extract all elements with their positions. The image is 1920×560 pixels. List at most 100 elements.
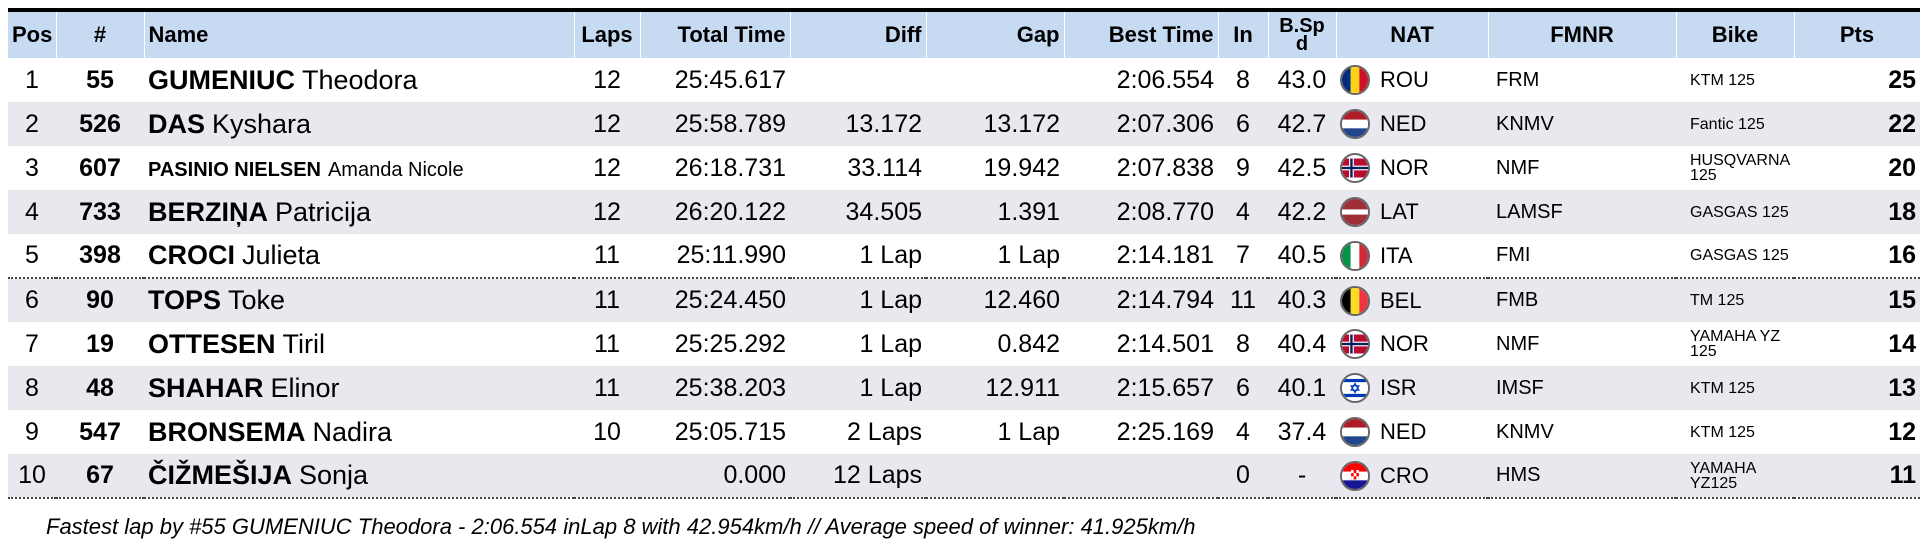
cell-fmnr: KNMV <box>1496 112 1554 135</box>
rider-first-name: Amanda Nicole <box>327 158 464 181</box>
header-row: Pos # Name Laps Total Time Diff Gap Best… <box>8 10 1920 58</box>
cell-best-speed: 37.4 <box>1277 417 1327 446</box>
header-in: In <box>1218 10 1269 58</box>
cell-best-time: 2:25.169 <box>1116 417 1214 446</box>
cell-pos: 8 <box>25 373 39 402</box>
header-pts: Pts <box>1794 10 1920 58</box>
cell-bike: GASGAS 125 <box>1690 247 1789 264</box>
rider-first-name: Sonja <box>298 460 369 490</box>
cell-in: 11 <box>1218 277 1268 322</box>
rider-first-name: Kyshara <box>211 108 312 139</box>
table-row: 6 90 TOPS Toke 11 25:24.450 1 Lap 12.460… <box>8 277 1920 322</box>
cell-fmnr: LAMSF <box>1496 200 1563 223</box>
cell-total-time: 25:05.715 <box>674 417 786 446</box>
rider-first-name: Patricija <box>274 196 371 227</box>
nor-flag-icon <box>1340 153 1370 183</box>
header-best-speed: B.Sp d <box>1268 10 1337 58</box>
cell-total-time: 26:20.122 <box>674 197 786 226</box>
cro-flag-icon <box>1340 460 1370 491</box>
cell-nat: LAT <box>1336 190 1488 234</box>
cell-number: 19 <box>86 329 114 358</box>
cell-fmnr: HMS <box>1488 454 1676 499</box>
cell-best-speed: 42.5 <box>1277 153 1327 182</box>
cell-total-time: 25:24.450 <box>640 277 790 322</box>
cell-in: 8 <box>1236 65 1250 94</box>
cell-nat: NED <box>1336 102 1488 146</box>
cell-bike: YAMAHA YZ125 <box>1676 454 1794 499</box>
cell-number: 526 <box>79 109 121 138</box>
cell-pts: 20 <box>1888 153 1916 182</box>
header-best-time: Best Time <box>1064 10 1219 58</box>
rider-first-name: Elinor <box>270 372 340 403</box>
rider-first-name: Toke <box>227 285 286 315</box>
cell-total-time: 0.000 <box>640 454 790 499</box>
table-row: 2 526 DAS Kyshara 12 25:58.789 13.172 13… <box>8 102 1920 146</box>
cell-nat: ITA <box>1336 234 1488 278</box>
cell-best-speed: - <box>1268 454 1336 499</box>
cell-best-speed: 42.7 <box>1277 109 1327 138</box>
cell-best-time: 2:08.770 <box>1116 197 1214 226</box>
cell-best-speed: 40.4 <box>1277 329 1327 358</box>
cell-bike: Fantic 125 <box>1690 115 1765 133</box>
cell-fmnr: FMI <box>1496 244 1531 266</box>
cell-gap: 12.911 <box>985 373 1060 402</box>
cell-in: 0 <box>1218 454 1268 499</box>
cell-gap: 12.460 <box>926 277 1064 322</box>
cell-number: 67 <box>56 454 144 499</box>
rider-first-name: Julieta <box>241 240 320 270</box>
cell-best-time: 2:15.657 <box>1116 373 1214 402</box>
cell-name: BRONSEMA Nadira <box>144 410 574 454</box>
cell-total-time: 25:58.789 <box>674 109 786 138</box>
cell-best-time <box>1064 454 1218 499</box>
rider-last-name: DAS <box>148 108 206 139</box>
cell-diff: 34.505 <box>845 197 922 226</box>
cell-total-time: 25:11.990 <box>676 241 786 269</box>
cell-best-time: 2:07.306 <box>1116 109 1214 138</box>
rider-last-name: OTTESEN <box>148 328 276 359</box>
cell-laps: 12 <box>593 109 621 138</box>
table-header: Pos # Name Laps Total Time Diff Gap Best… <box>8 10 1920 58</box>
cell-name: CROCI Julieta <box>144 234 574 278</box>
cell-nat: ISR <box>1336 366 1488 410</box>
cell-name: PASINIO NIELSEN Amanda Nicole <box>144 146 574 190</box>
cell-in: 6 <box>1236 109 1250 138</box>
cell-diff: 33.114 <box>847 153 922 182</box>
cell-number: 547 <box>79 417 121 446</box>
cell-pos: 3 <box>25 153 39 182</box>
rou-flag-icon <box>1340 65 1370 95</box>
cell-best-speed: 40.5 <box>1277 241 1327 269</box>
rider-last-name: PASINIO NIELSEN <box>148 158 321 181</box>
cell-nat: ROU <box>1336 58 1488 102</box>
table-row: 10 67 ČIŽMEŠIJA Sonja 0.000 12 Laps 0 - … <box>8 454 1920 499</box>
cell-pts: 15 <box>1794 277 1920 322</box>
cell-laps: 10 <box>593 417 621 446</box>
cell-best-speed: 42.2 <box>1277 197 1327 226</box>
ita-flag-icon <box>1340 240 1370 271</box>
nat-code: NOR <box>1380 331 1429 356</box>
cell-pts: 16 <box>1888 241 1916 269</box>
cell-name: ČIŽMEŠIJA Sonja <box>144 454 574 499</box>
cell-number: 55 <box>86 65 114 94</box>
cell-gap <box>926 58 1064 102</box>
cell-in: 4 <box>1236 417 1250 446</box>
nat-code: CRO <box>1380 462 1429 488</box>
cell-bike: GASGAS 125 <box>1690 203 1789 221</box>
cell-in: 7 <box>1236 241 1250 269</box>
header-total-time: Total Time <box>640 10 791 58</box>
cell-diff: 12 Laps <box>790 454 926 499</box>
cell-fmnr: FMB <box>1488 277 1676 322</box>
cell-name: OTTESEN Tiril <box>144 322 574 366</box>
nat-code: ITA <box>1380 242 1413 268</box>
cell-best-speed: 40.3 <box>1268 277 1336 322</box>
cell-bike: YAMAHA YZ 125 <box>1690 328 1781 360</box>
cell-name: TOPS Toke <box>144 277 574 322</box>
rider-last-name: CROCI <box>148 240 235 270</box>
nat-code: NED <box>1380 111 1427 136</box>
rider-last-name: BERZIŅA <box>148 196 268 227</box>
results-table: Pos # Name Laps Total Time Diff Gap Best… <box>8 8 1920 499</box>
cell-laps: 12 <box>593 153 621 182</box>
cell-fmnr: NMF <box>1496 156 1540 179</box>
rider-last-name: SHAHAR <box>148 372 264 403</box>
cell-gap: 1 Lap <box>997 417 1060 446</box>
cell-fmnr: FRM <box>1496 68 1540 91</box>
